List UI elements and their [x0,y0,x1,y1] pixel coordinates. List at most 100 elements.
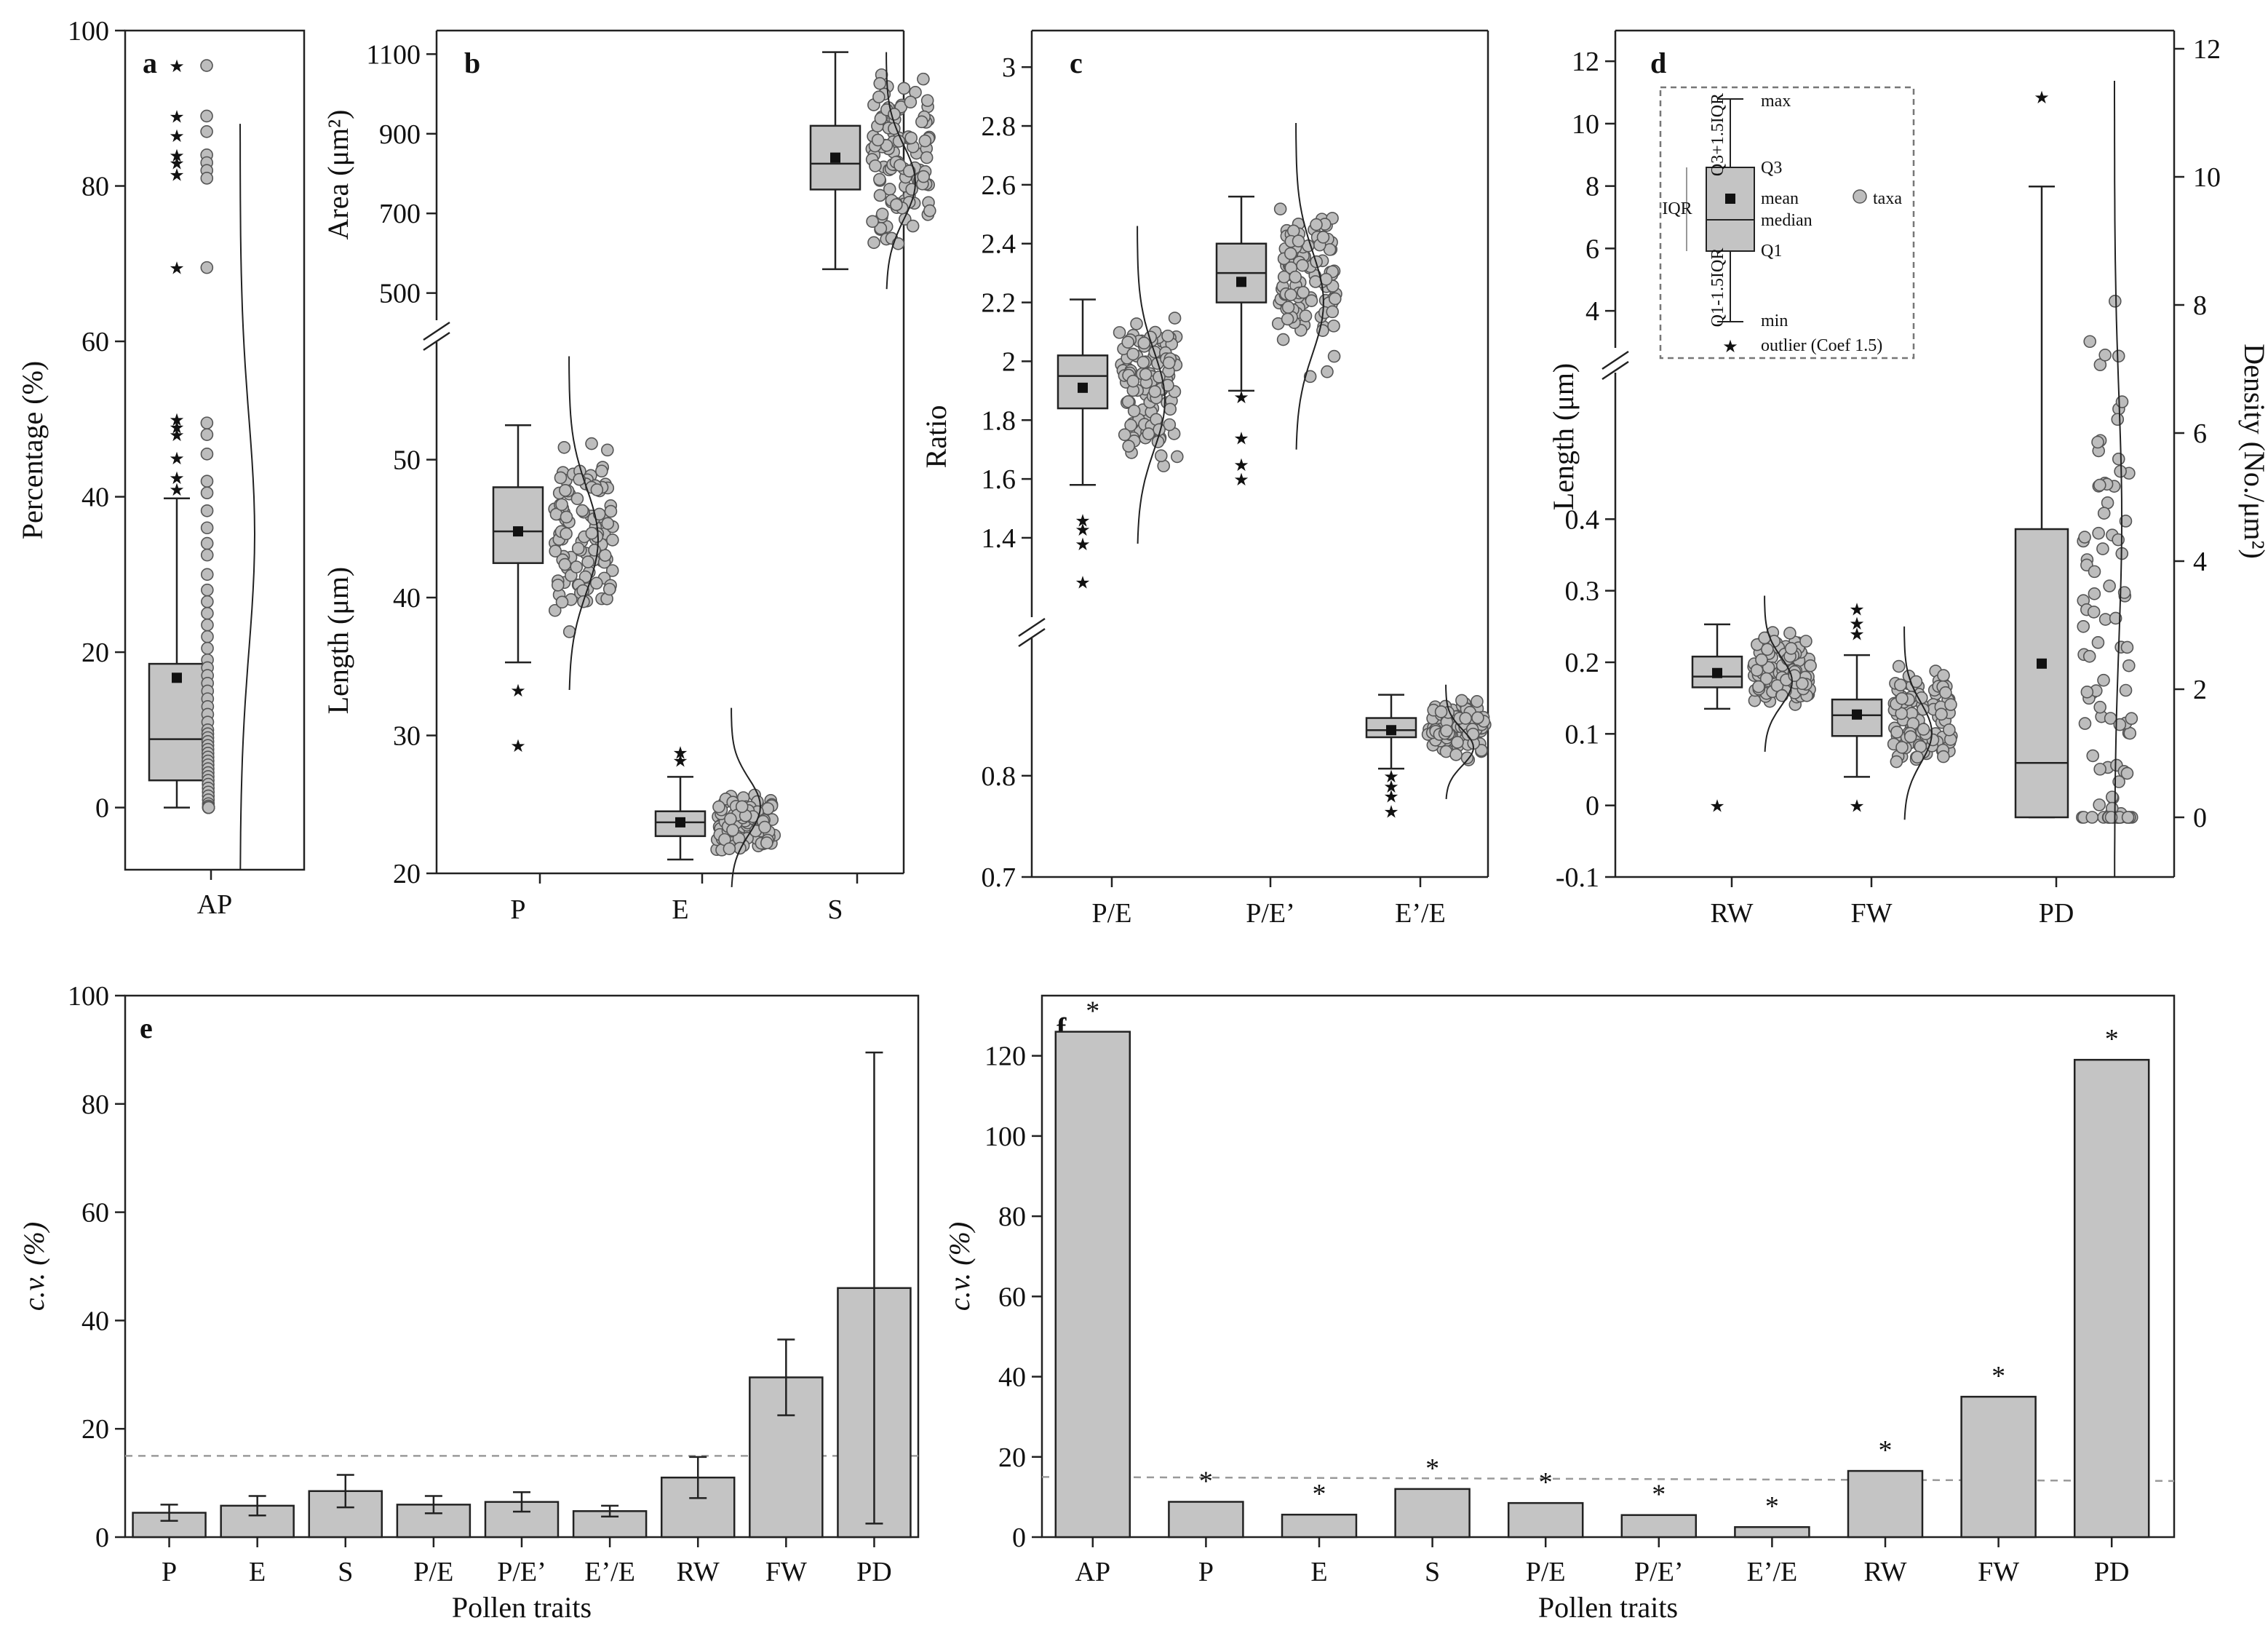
panel-b-P-point [554,471,568,485]
panel-b-E-point [760,836,773,849]
panel-d-legend-mean-label: mean [1761,189,1799,208]
panel-d-xlabel-FW: FW [1851,898,1893,929]
panel-c-ytop-tick-label: 1.4 [982,523,1016,554]
panel-d-legend-q3: Q3 [1761,159,1782,178]
panel-c-box-1-outlier: ★ [1233,471,1249,490]
panel-d-box-RW-outlier: ★ [1709,798,1725,817]
panel-b-density-P [568,356,600,691]
panel-d-RW-point [1783,627,1797,640]
panel-d-PD-point [2109,611,2122,625]
panel-d-xlabel-PD: PD [2039,898,2074,929]
panel-f-y-tick-label: 40 [998,1362,1026,1393]
panel-a-y-tick-label: 20 [81,638,109,668]
panel-c-ytop-tick-label: 2.6 [982,170,1016,201]
panel-c-0-point [1154,449,1168,463]
panel-f-bar-0 [1054,1031,1131,1539]
panel-d-PD-point [2112,349,2125,363]
panel-b-ybot-tick-label: 20 [393,859,421,889]
panel-b-S-point [917,170,931,183]
panel-f-xlabel-4: P/E [1526,1557,1566,1587]
panel-b-E-point [735,800,749,814]
panel-c-2-point [1471,711,1484,725]
panel-d-density-RW [1764,595,1794,752]
panel-a-point [200,536,214,550]
panel-a-label: a [143,47,157,79]
panel-b-S-point [904,95,918,109]
panel-a-point [200,521,214,535]
panel-b-P-point [555,595,569,609]
panel-e-xlabel-3: P/E [413,1557,453,1587]
panel-d-axis-break [1601,360,1629,381]
panel-c-ytop-tick-label: 1.6 [982,464,1016,495]
panel-c-1-point [1284,288,1297,301]
panel-b-xlabel-E: E [672,894,688,925]
panel-b-box-E-outlier: ★ [672,753,688,771]
panel-b-P-point [602,582,616,596]
panel-b-ytop-tick-label: 1100 [366,39,421,70]
panel-a-box-outlier: ★ [169,450,185,469]
panel-f-bar-1 [1168,1501,1244,1539]
panel-d-density-FW [1903,626,1933,820]
panel-a-box-outlier: ★ [169,108,185,127]
panel-d-PD-point [2112,452,2125,466]
panel-c-label: c [1070,47,1083,79]
panel-d-label: d [1650,47,1666,79]
panel-f-significance-6: * [1765,1491,1779,1522]
panel-c-0-point [1139,368,1153,381]
panel-d-FW-point [1894,678,1907,692]
panel-c-box-0-outlier: ★ [1075,512,1091,531]
panel-c-box-0-outlier: ★ [1075,521,1091,540]
panel-c-0-point [1127,404,1141,418]
panel-a-point [201,630,214,643]
panel-d-PD-point [2078,717,2092,730]
panel-a-point [200,172,214,185]
panel-c-0-point [1118,428,1131,442]
panel-f-significance-4: * [1539,1467,1553,1498]
panel-d-PD-point [2114,464,2127,478]
panel-b-S-point [918,134,932,148]
panel-b-P-point [560,527,573,541]
panel-d-PD-point [2122,659,2136,672]
panel-b-S-point [923,204,936,218]
panel-c-box-1-outlier: ★ [1233,430,1249,449]
panel-c-2-point [1434,705,1448,718]
panel-d-PD-point [2120,640,2134,654]
panel-c-0-point [1121,394,1135,408]
panel-c-ybot-tick-label: 0.8 [982,761,1016,792]
panel-b-P-point [590,483,604,496]
panel-b-P-point [604,504,618,518]
panel-c-0-point [1163,402,1177,416]
panel-b-P-point [588,544,601,557]
panel-c-box-2-outlier: ★ [1383,788,1399,807]
panel-d-PD-point [2088,587,2101,600]
panel-f-xlabel-5: P/E’ [1634,1557,1684,1587]
panel-c-axis-break [1018,617,1046,638]
panel-d-RW-point [1799,635,1813,648]
panel-d-PD-point [2097,507,2111,520]
panel-d-PD-point [2093,700,2106,714]
panel-d-box-FW-outlier: ★ [1849,626,1865,645]
panel-c-box-0-mean [1078,382,1088,393]
panel-b-P-point [557,440,571,454]
panel-d-y2-tick-label: 10 [2193,162,2221,193]
panel-a-box-outlier: ★ [169,154,185,173]
panel-e-y-tick-label: 40 [81,1306,109,1336]
panel-c-0-point [1161,329,1174,343]
panel-f-xlabel-9: PD [2094,1557,2130,1587]
panel-a-box-outlier: ★ [169,481,185,500]
panel-e-y-tick-label: 0 [95,1523,109,1553]
panel-b-P-point [571,541,585,555]
panel-d-PD-point [2105,790,2119,803]
panel-d-FW-point [1895,741,1909,754]
panel-d-ybot-tick-label: 0.4 [1565,504,1600,535]
panel-d-legend-box [1706,167,1755,252]
panel-c-ylabel: Ratio [920,405,952,469]
panel-b-P-point [560,510,573,524]
panel-b-P-point [601,443,614,457]
panel-b-P-point [585,437,598,451]
panel-b-P-point [601,517,615,531]
panel-e-y-tick-label: 100 [68,981,109,1012]
panel-c-ytop-tick-label: 2.2 [982,288,1016,319]
panel-a-box-outlier: ★ [169,260,185,279]
panel-c-xlabel-1: P/E’ [1246,898,1295,929]
